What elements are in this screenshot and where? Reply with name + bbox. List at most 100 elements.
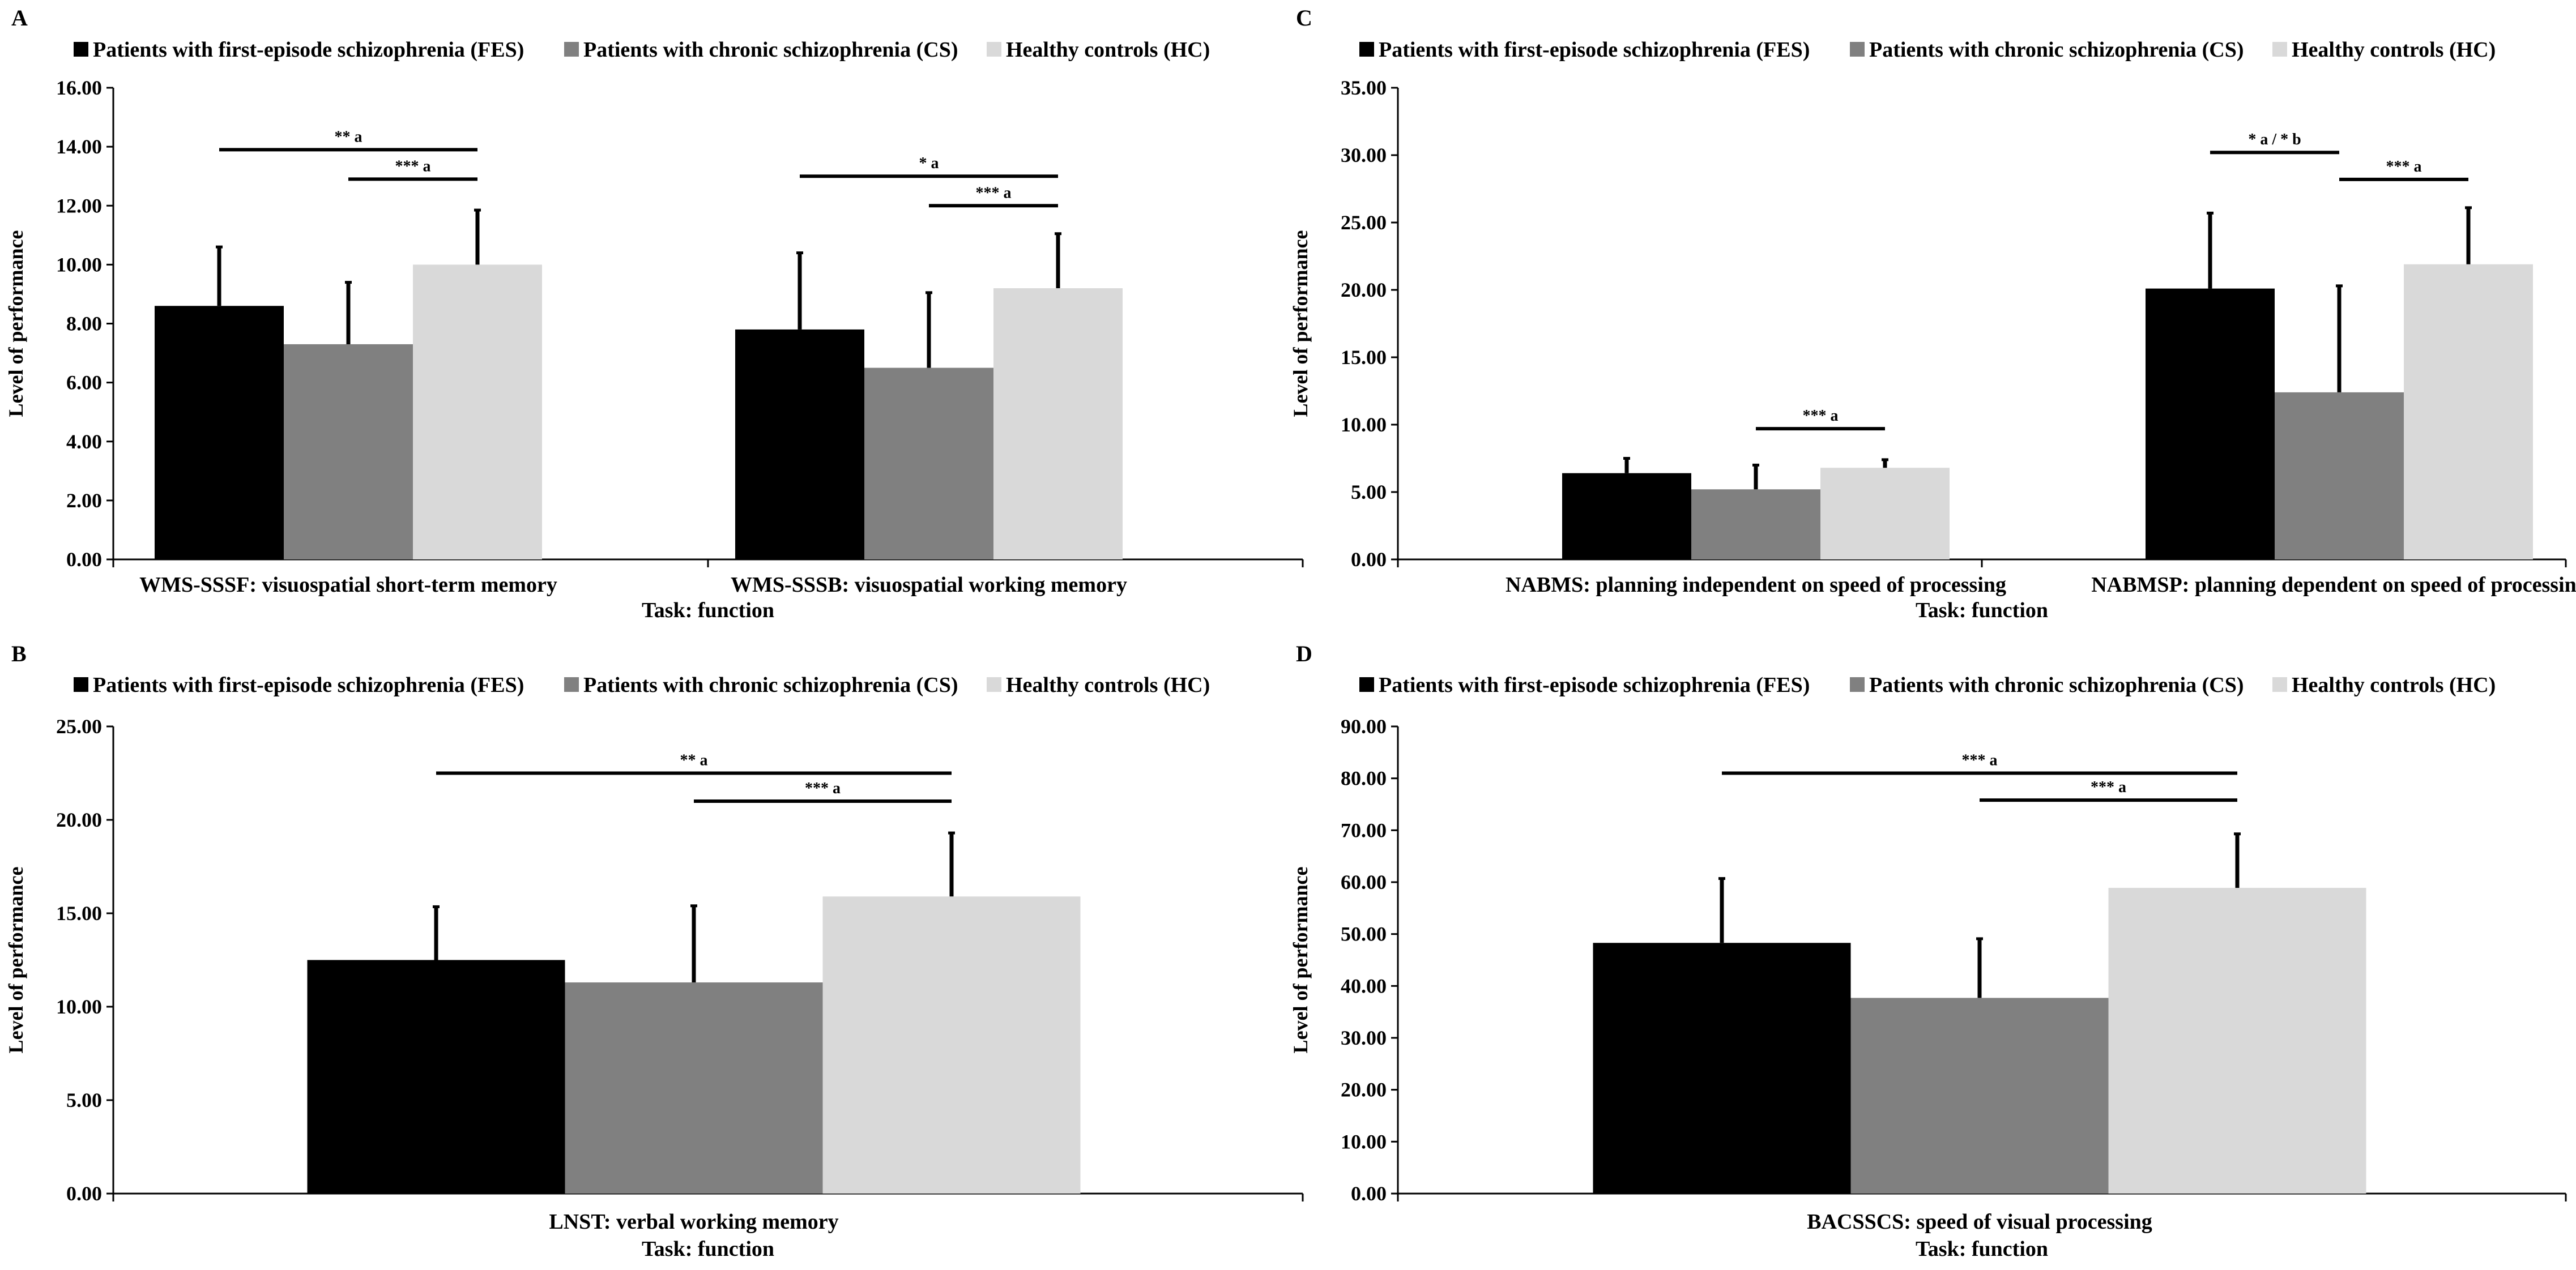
panel-a-significance-label-3: * a [919,155,939,172]
panel-b-legend-swatch-2 [564,677,579,692]
panel-c-legend-swatch-3 [2272,42,2287,57]
panel-a-bar-2-2 [864,367,993,559]
panel-a-y-axis-title: Level of performance [5,230,27,417]
panel-a-y-tick-label-6: 12.00 [56,194,102,217]
panel-a-significance-label-4: *** a [976,184,1012,202]
panel-a-y-tick-label-1: 2.00 [66,489,102,512]
panel-a-legend-swatch-1 [74,42,88,57]
panel-a-y-tick-label-0: 0.00 [66,548,102,571]
panel-c-letter: C [1296,5,1312,31]
panel-b-significance-label-1: ** a [680,752,708,769]
panel-c-y-tick-label-4: 20.00 [1341,279,1387,301]
panel-c-legend-label-2: Patients with chronic schizophrenia (CS) [1869,38,2244,62]
panel-a-x-axis-title: Task: function [642,598,774,622]
panel-c-bar-2-1 [2146,288,2275,559]
panel-d-significance-label-2: *** a [2091,779,2126,796]
panel-a-legend-swatch-2 [564,42,579,57]
panel-b-y-tick-label-2: 10.00 [56,995,102,1018]
panel-d-y-tick-label-8: 80.00 [1341,767,1387,790]
panel-c-bar-1-1 [1562,473,1691,559]
panel-d-y-tick-label-4: 40.00 [1341,974,1387,997]
panel-d-legend-label-1: Patients with first-episode schizophreni… [1379,673,1810,697]
panel-d-bar-1-2 [1850,998,2109,1194]
panel-c-y-axis-title: Level of performance [1289,230,1312,417]
panel-d-y-tick-label-0: 0.00 [1351,1182,1387,1205]
panel-b-y-tick-label-3: 15.00 [56,902,102,925]
panel-a-letter: A [11,5,28,31]
panel-c-y-tick-label-3: 15.00 [1341,346,1387,369]
panel-b-category-label-1: LNST: verbal working memory [549,1210,838,1234]
panel-b-legend-label-1: Patients with first-episode schizophreni… [93,673,524,697]
panel-d-legend-swatch-3 [2272,677,2287,692]
panel-a-category-label-1: WMS-SSSF: visuospatial short-term memory [139,573,557,597]
panel-b-legend-swatch-1 [74,677,88,692]
panel-a-y-tick-label-3: 6.00 [66,371,102,394]
panel-c-y-tick-label-6: 30.00 [1341,144,1387,166]
panel-b-legend-label-2: Patients with chronic schizophrenia (CS) [583,673,958,697]
panel-a-y-tick-label-7: 14.00 [56,135,102,158]
panel-c-bar-1-3 [1820,468,1950,559]
panel-d-letter: D [1296,641,1312,666]
panel-d-y-tick-label-1: 10.00 [1341,1130,1387,1153]
panel-b-y-tick-label-4: 20.00 [56,809,102,831]
panel-d-y-tick-label-6: 60.00 [1341,871,1387,893]
panel-c-bar-1-2 [1691,489,1820,559]
panel-d-category-label-1: BACSSCS: speed of visual processing [1807,1210,2152,1234]
panel-d-y-tick-label-5: 50.00 [1341,923,1387,946]
panel-c-significance-label-3: *** a [2386,158,2422,176]
panel-b-y-axis-title: Level of performance [5,867,27,1054]
panel-d-y-tick-label-3: 30.00 [1341,1027,1387,1049]
panel-b-x-axis-title: Task: function [642,1237,774,1261]
panel-b-legend-label-3: Healthy controls (HC) [1006,673,1210,697]
panel-a-significance-label-1: ** a [335,128,362,146]
panel-d-legend-label-2: Patients with chronic schizophrenia (CS) [1869,673,2244,697]
panel-b-bar-1-3 [822,896,1081,1194]
panel-c-legend-swatch-2 [1850,42,1865,57]
panel-a-y-tick-label-4: 8.00 [66,313,102,335]
panel-c-y-tick-label-1: 5.00 [1351,481,1387,503]
panel-a-y-tick-label-2: 4.00 [66,430,102,453]
panel-d-x-axis-title: Task: function [1916,1237,2048,1261]
panel-c-significance-label-2: * a / * b [2248,131,2301,148]
panel-b-legend-swatch-3 [987,677,1001,692]
panel-c-legend-label-3: Healthy controls (HC) [2292,38,2496,62]
panel-c-significance-label-1: *** a [1803,407,1839,425]
panel-d-y-tick-label-2: 20.00 [1341,1079,1387,1101]
panel-a-y-tick-label-8: 16.00 [56,76,102,99]
panel-c-y-tick-label-7: 35.00 [1341,76,1387,99]
panel-a-bar-1-1 [155,306,284,559]
panel-d-significance-label-1: *** a [1962,752,1998,769]
panel-c-y-tick-label-5: 25.00 [1341,211,1387,234]
panel-a-legend-label-3: Healthy controls (HC) [1006,38,1210,62]
panel-d-bar-1-3 [2108,888,2366,1194]
panel-c-category-label-1: NABMS: planning independent on speed of … [1505,573,2006,597]
panel-b-bar-1-1 [307,960,565,1194]
panel-d-legend-swatch-1 [1359,677,1374,692]
panel-b-y-tick-label-1: 5.00 [66,1089,102,1111]
panel-b-significance-label-2: *** a [805,780,841,797]
panel-d-y-tick-label-9: 90.00 [1341,715,1387,738]
panel-c-bar-2-3 [2404,264,2533,559]
panel-a-bar-1-3 [413,264,542,559]
panel-a-bar-2-1 [735,329,864,559]
panel-d-legend-swatch-2 [1850,677,1865,692]
panel-b-letter: B [11,641,27,666]
panel-c-x-axis-title: Task: function [1916,598,2048,622]
panel-a-legend-swatch-3 [987,42,1001,57]
panel-b-bar-1-2 [565,982,823,1194]
panel-c-y-tick-label-0: 0.00 [1351,548,1387,571]
panel-a-y-tick-label-5: 10.00 [56,253,102,276]
panel-a-significance-label-2: *** a [395,157,431,175]
panel-a-bar-1-2 [284,344,413,559]
panel-c-legend-swatch-1 [1359,42,1374,57]
panel-c-bar-2-2 [2275,392,2404,559]
panel-b-y-tick-label-5: 25.00 [56,715,102,738]
panel-d-bar-1-1 [1593,943,1851,1194]
panel-a-bar-2-3 [993,288,1123,559]
panel-a-category-label-2: WMS-SSSB: visuospatial working memory [731,573,1127,597]
panel-c-y-tick-label-2: 10.00 [1341,413,1387,436]
panel-a-legend-label-2: Patients with chronic schizophrenia (CS) [583,38,958,62]
panel-b-y-tick-label-0: 0.00 [66,1182,102,1205]
panel-c-legend-label-1: Patients with first-episode schizophreni… [1379,38,1810,62]
